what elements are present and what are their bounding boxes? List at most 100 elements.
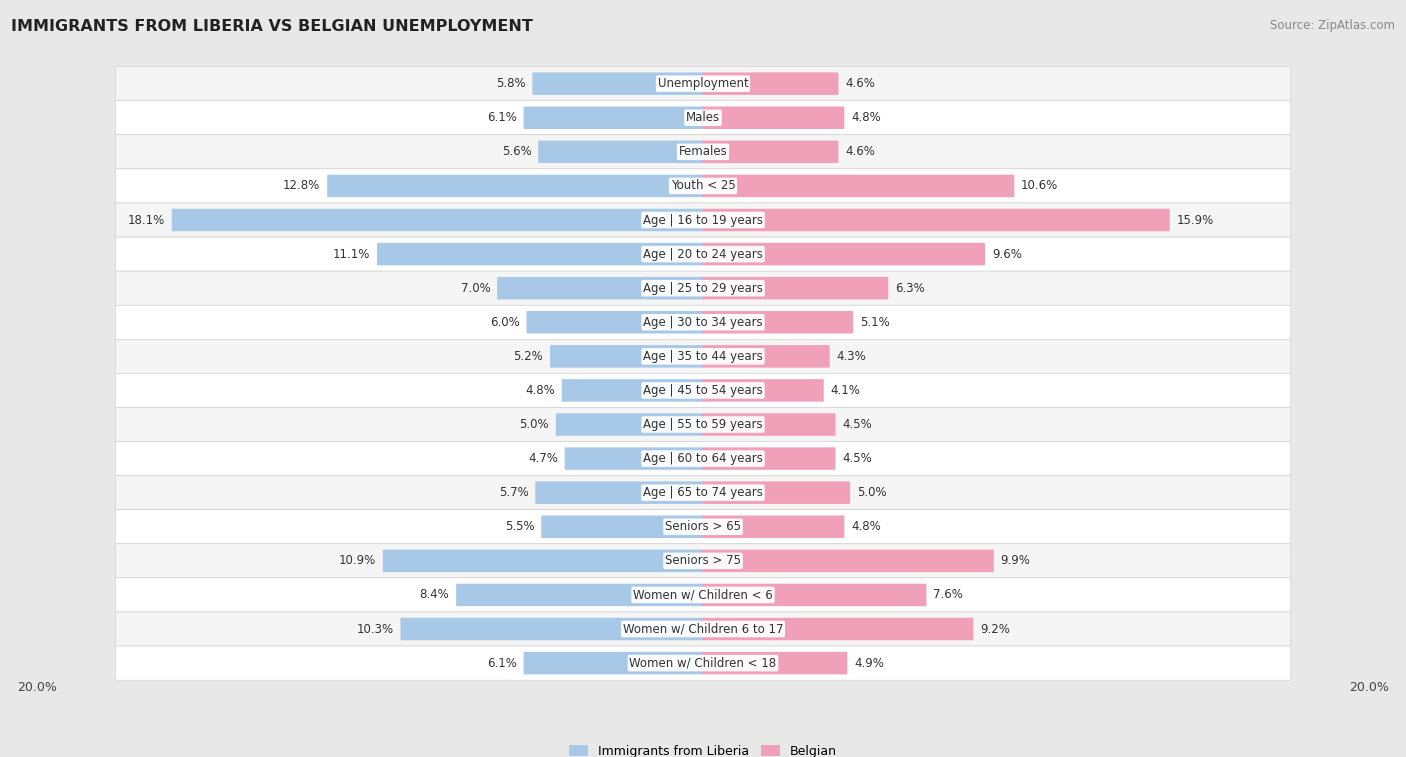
FancyBboxPatch shape — [703, 209, 1170, 231]
FancyBboxPatch shape — [703, 345, 830, 368]
FancyBboxPatch shape — [115, 135, 1291, 169]
Text: 9.6%: 9.6% — [991, 248, 1022, 260]
FancyBboxPatch shape — [523, 107, 703, 129]
FancyBboxPatch shape — [172, 209, 703, 231]
FancyBboxPatch shape — [703, 141, 838, 163]
FancyBboxPatch shape — [565, 447, 703, 470]
Text: Males: Males — [686, 111, 720, 124]
FancyBboxPatch shape — [115, 578, 1291, 612]
FancyBboxPatch shape — [703, 107, 845, 129]
Text: 4.5%: 4.5% — [842, 418, 872, 431]
Text: 20.0%: 20.0% — [1350, 681, 1389, 694]
Text: Youth < 25: Youth < 25 — [671, 179, 735, 192]
FancyBboxPatch shape — [526, 311, 703, 334]
FancyBboxPatch shape — [115, 101, 1291, 135]
Text: 15.9%: 15.9% — [1177, 213, 1213, 226]
FancyBboxPatch shape — [703, 73, 838, 95]
Text: Age | 45 to 54 years: Age | 45 to 54 years — [643, 384, 763, 397]
FancyBboxPatch shape — [703, 277, 889, 300]
Text: 11.1%: 11.1% — [333, 248, 370, 260]
FancyBboxPatch shape — [703, 243, 986, 266]
Text: Age | 55 to 59 years: Age | 55 to 59 years — [643, 418, 763, 431]
Text: 9.9%: 9.9% — [1001, 554, 1031, 567]
Text: 10.6%: 10.6% — [1021, 179, 1059, 192]
FancyBboxPatch shape — [555, 413, 703, 436]
Text: 4.8%: 4.8% — [851, 111, 880, 124]
FancyBboxPatch shape — [703, 584, 927, 606]
FancyBboxPatch shape — [703, 311, 853, 334]
Text: Age | 60 to 64 years: Age | 60 to 64 years — [643, 452, 763, 465]
FancyBboxPatch shape — [536, 481, 703, 504]
FancyBboxPatch shape — [115, 305, 1291, 339]
Text: 5.0%: 5.0% — [856, 486, 887, 499]
FancyBboxPatch shape — [115, 407, 1291, 441]
FancyBboxPatch shape — [703, 481, 851, 504]
Text: Women w/ Children 6 to 17: Women w/ Children 6 to 17 — [623, 622, 783, 636]
Text: 6.0%: 6.0% — [491, 316, 520, 329]
Text: Age | 16 to 19 years: Age | 16 to 19 years — [643, 213, 763, 226]
FancyBboxPatch shape — [703, 379, 824, 402]
FancyBboxPatch shape — [561, 379, 703, 402]
FancyBboxPatch shape — [115, 441, 1291, 475]
Text: 4.6%: 4.6% — [845, 77, 875, 90]
FancyBboxPatch shape — [115, 544, 1291, 578]
Text: Age | 25 to 29 years: Age | 25 to 29 years — [643, 282, 763, 294]
Text: 9.2%: 9.2% — [980, 622, 1010, 636]
FancyBboxPatch shape — [382, 550, 703, 572]
Text: Females: Females — [679, 145, 727, 158]
Text: 5.2%: 5.2% — [513, 350, 543, 363]
FancyBboxPatch shape — [401, 618, 703, 640]
FancyBboxPatch shape — [115, 237, 1291, 271]
Text: Age | 20 to 24 years: Age | 20 to 24 years — [643, 248, 763, 260]
Text: 7.6%: 7.6% — [934, 588, 963, 602]
FancyBboxPatch shape — [533, 73, 703, 95]
Text: 5.1%: 5.1% — [860, 316, 890, 329]
Text: Women w/ Children < 6: Women w/ Children < 6 — [633, 588, 773, 602]
Text: Women w/ Children < 18: Women w/ Children < 18 — [630, 656, 776, 670]
Text: Seniors > 65: Seniors > 65 — [665, 520, 741, 533]
FancyBboxPatch shape — [115, 509, 1291, 544]
Text: 18.1%: 18.1% — [128, 213, 165, 226]
Text: 4.9%: 4.9% — [853, 656, 884, 670]
Text: 5.8%: 5.8% — [496, 77, 526, 90]
Text: 7.0%: 7.0% — [461, 282, 491, 294]
Text: 6.3%: 6.3% — [896, 282, 925, 294]
Text: 4.7%: 4.7% — [529, 452, 558, 465]
FancyBboxPatch shape — [377, 243, 703, 266]
FancyBboxPatch shape — [115, 475, 1291, 509]
Text: 5.7%: 5.7% — [499, 486, 529, 499]
Text: 6.1%: 6.1% — [486, 111, 517, 124]
Text: 12.8%: 12.8% — [283, 179, 321, 192]
Text: 6.1%: 6.1% — [486, 656, 517, 670]
FancyBboxPatch shape — [456, 584, 703, 606]
Legend: Immigrants from Liberia, Belgian: Immigrants from Liberia, Belgian — [564, 740, 842, 757]
FancyBboxPatch shape — [115, 169, 1291, 203]
Text: 8.4%: 8.4% — [419, 588, 450, 602]
Text: 4.1%: 4.1% — [831, 384, 860, 397]
Text: 20.0%: 20.0% — [17, 681, 56, 694]
Text: 4.3%: 4.3% — [837, 350, 866, 363]
FancyBboxPatch shape — [703, 175, 1014, 197]
FancyBboxPatch shape — [115, 271, 1291, 305]
FancyBboxPatch shape — [523, 652, 703, 674]
Text: 5.0%: 5.0% — [519, 418, 550, 431]
Text: 10.3%: 10.3% — [357, 622, 394, 636]
Text: Unemployment: Unemployment — [658, 77, 748, 90]
FancyBboxPatch shape — [703, 652, 848, 674]
FancyBboxPatch shape — [115, 612, 1291, 646]
Text: 5.6%: 5.6% — [502, 145, 531, 158]
FancyBboxPatch shape — [550, 345, 703, 368]
FancyBboxPatch shape — [115, 373, 1291, 407]
Text: IMMIGRANTS FROM LIBERIA VS BELGIAN UNEMPLOYMENT: IMMIGRANTS FROM LIBERIA VS BELGIAN UNEMP… — [11, 19, 533, 34]
Text: Seniors > 75: Seniors > 75 — [665, 554, 741, 567]
Text: 10.9%: 10.9% — [339, 554, 377, 567]
Text: 4.8%: 4.8% — [851, 520, 880, 533]
FancyBboxPatch shape — [498, 277, 703, 300]
FancyBboxPatch shape — [328, 175, 703, 197]
FancyBboxPatch shape — [703, 447, 835, 470]
FancyBboxPatch shape — [703, 550, 994, 572]
FancyBboxPatch shape — [541, 516, 703, 538]
Text: Source: ZipAtlas.com: Source: ZipAtlas.com — [1270, 19, 1395, 32]
FancyBboxPatch shape — [703, 516, 845, 538]
FancyBboxPatch shape — [115, 67, 1291, 101]
